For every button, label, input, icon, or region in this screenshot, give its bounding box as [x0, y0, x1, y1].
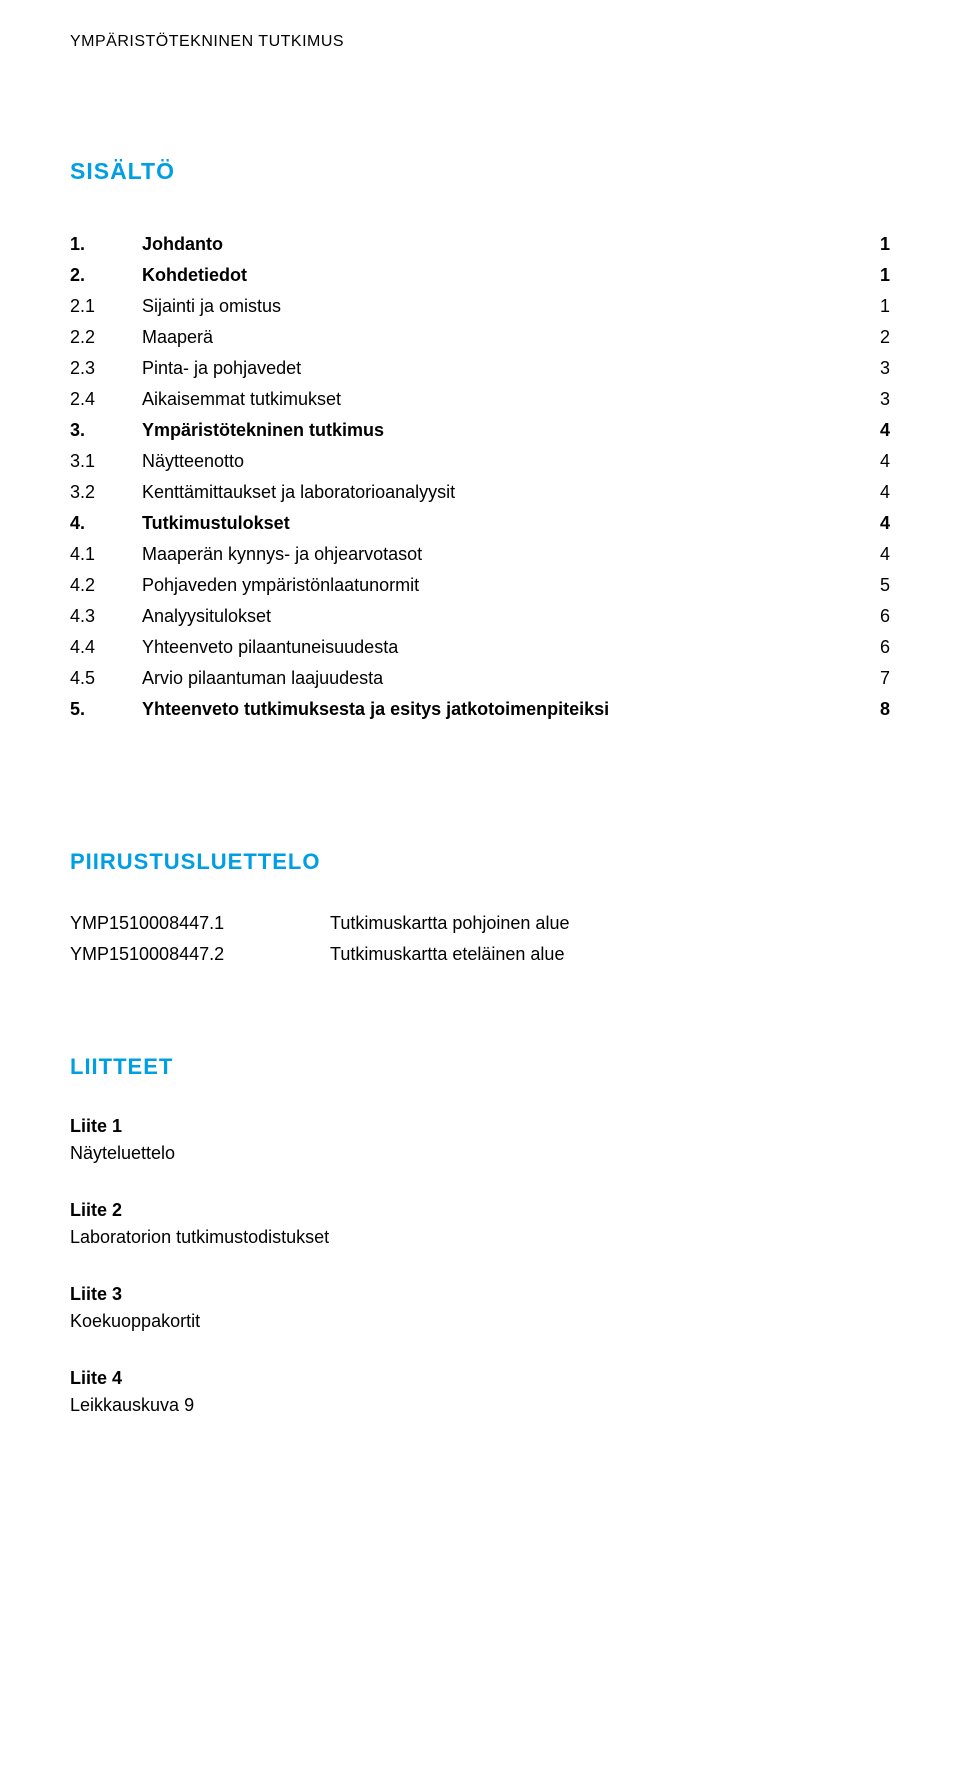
- liite-block: Liite 2Laboratorion tutkimustodistukset: [70, 1197, 890, 1251]
- liite-desc: Koekuoppakortit: [70, 1308, 890, 1335]
- toc-num: 2.4: [70, 384, 142, 415]
- toc-title: Analyysitulokset: [142, 601, 850, 632]
- toc-title: Yhteenveto tutkimuksesta ja esitys jatko…: [142, 694, 850, 725]
- toc-num: 2.: [70, 260, 142, 291]
- toc-page: 4: [850, 539, 890, 570]
- section-title-piirustus: PIIRUSTUSLUETTELO: [70, 845, 890, 878]
- toc-page: 4: [850, 477, 890, 508]
- toc-num: 3.: [70, 415, 142, 446]
- toc-row: 3.2Kenttämittaukset ja laboratorioanalyy…: [70, 477, 890, 508]
- table-of-contents: 1.Johdanto12.Kohdetiedot12.1Sijainti ja …: [70, 229, 890, 725]
- toc-page: 6: [850, 601, 890, 632]
- liite-title: Liite 1: [70, 1113, 890, 1140]
- toc-row: 4.Tutkimustulokset4: [70, 508, 890, 539]
- liite-title: Liite 4: [70, 1365, 890, 1392]
- toc-row: 2.Kohdetiedot1: [70, 260, 890, 291]
- toc-num: 4.5: [70, 663, 142, 694]
- toc-page: 3: [850, 384, 890, 415]
- toc-num: 4.: [70, 508, 142, 539]
- toc-page: 4: [850, 446, 890, 477]
- section-title-sisalto: SISÄLTÖ: [70, 154, 890, 189]
- toc-page: 4: [850, 508, 890, 539]
- toc-page: 1: [850, 291, 890, 322]
- toc-page: 8: [850, 694, 890, 725]
- toc-title: Johdanto: [142, 229, 850, 260]
- toc-num: 4.2: [70, 570, 142, 601]
- toc-num: 4.4: [70, 632, 142, 663]
- toc-row: 4.3Analyysitulokset6: [70, 601, 890, 632]
- toc-page: 4: [850, 415, 890, 446]
- toc-row: 3.Ympäristötekninen tutkimus4: [70, 415, 890, 446]
- toc-page: 1: [850, 260, 890, 291]
- toc-title: Pohjaveden ympäristönlaatunormit: [142, 570, 850, 601]
- toc-num: 2.1: [70, 291, 142, 322]
- toc-row: 4.2Pohjaveden ympäristönlaatunormit5: [70, 570, 890, 601]
- toc-page: 3: [850, 353, 890, 384]
- toc-row: 2.4Aikaisemmat tutkimukset3: [70, 384, 890, 415]
- toc-row: 2.2Maaperä2: [70, 322, 890, 353]
- liite-desc: Näyteluettelo: [70, 1140, 890, 1167]
- toc-title: Yhteenveto pilaantuneisuudesta: [142, 632, 850, 663]
- toc-title: Kenttämittaukset ja laboratorioanalyysit: [142, 477, 850, 508]
- toc-page: 7: [850, 663, 890, 694]
- liite-desc: Leikkauskuva 9: [70, 1392, 890, 1419]
- liite-desc: Laboratorion tutkimustodistukset: [70, 1224, 890, 1251]
- toc-num: 2.3: [70, 353, 142, 384]
- toc-row: 4.4Yhteenveto pilaantuneisuudesta6: [70, 632, 890, 663]
- drawing-row: YMP1510008447.1Tutkimuskartta pohjoinen …: [70, 908, 890, 939]
- drawing-row: YMP1510008447.2Tutkimuskartta eteläinen …: [70, 939, 890, 970]
- section-title-liitteet: LIITTEET: [70, 1050, 890, 1083]
- toc-num: 3.2: [70, 477, 142, 508]
- toc-title: Maaperä: [142, 322, 850, 353]
- toc-page: 2: [850, 322, 890, 353]
- toc-title: Aikaisemmat tutkimukset: [142, 384, 850, 415]
- toc-num: 1.: [70, 229, 142, 260]
- toc-page: 1: [850, 229, 890, 260]
- toc-title: Tutkimustulokset: [142, 508, 850, 539]
- toc-row: 4.1Maaperän kynnys- ja ohjearvotasot4: [70, 539, 890, 570]
- liite-block: Liite 4Leikkauskuva 9: [70, 1365, 890, 1419]
- toc-title: Arvio pilaantuman laajuudesta: [142, 663, 850, 694]
- liite-title: Liite 2: [70, 1197, 890, 1224]
- toc-title: Sijainti ja omistus: [142, 291, 850, 322]
- toc-page: 6: [850, 632, 890, 663]
- toc-row: 4.5Arvio pilaantuman laajuudesta7: [70, 663, 890, 694]
- drawing-desc: Tutkimuskartta pohjoinen alue: [330, 908, 890, 939]
- drawings-list: YMP1510008447.1Tutkimuskartta pohjoinen …: [70, 908, 890, 970]
- toc-title: Ympäristötekninen tutkimus: [142, 415, 850, 446]
- toc-title: Pinta- ja pohjavedet: [142, 353, 850, 384]
- toc-row: 5.Yhteenveto tutkimuksesta ja esitys jat…: [70, 694, 890, 725]
- liite-title: Liite 3: [70, 1281, 890, 1308]
- toc-num: 5.: [70, 694, 142, 725]
- drawing-code: YMP1510008447.2: [70, 939, 330, 970]
- toc-row: 3.1Näytteenotto4: [70, 446, 890, 477]
- toc-page: 5: [850, 570, 890, 601]
- page-header: YMPÄRISTÖTEKNINEN TUTKIMUS: [70, 30, 890, 54]
- drawing-desc: Tutkimuskartta eteläinen alue: [330, 939, 890, 970]
- toc-title: Kohdetiedot: [142, 260, 850, 291]
- toc-num: 2.2: [70, 322, 142, 353]
- liite-block: Liite 3Koekuoppakortit: [70, 1281, 890, 1335]
- toc-num: 3.1: [70, 446, 142, 477]
- toc-row: 1.Johdanto1: [70, 229, 890, 260]
- toc-num: 4.3: [70, 601, 142, 632]
- toc-title: Maaperän kynnys- ja ohjearvotasot: [142, 539, 850, 570]
- toc-num: 4.1: [70, 539, 142, 570]
- drawing-code: YMP1510008447.1: [70, 908, 330, 939]
- liite-block: Liite 1Näyteluettelo: [70, 1113, 890, 1167]
- toc-row: 2.1Sijainti ja omistus1: [70, 291, 890, 322]
- toc-title: Näytteenotto: [142, 446, 850, 477]
- toc-row: 2.3Pinta- ja pohjavedet3: [70, 353, 890, 384]
